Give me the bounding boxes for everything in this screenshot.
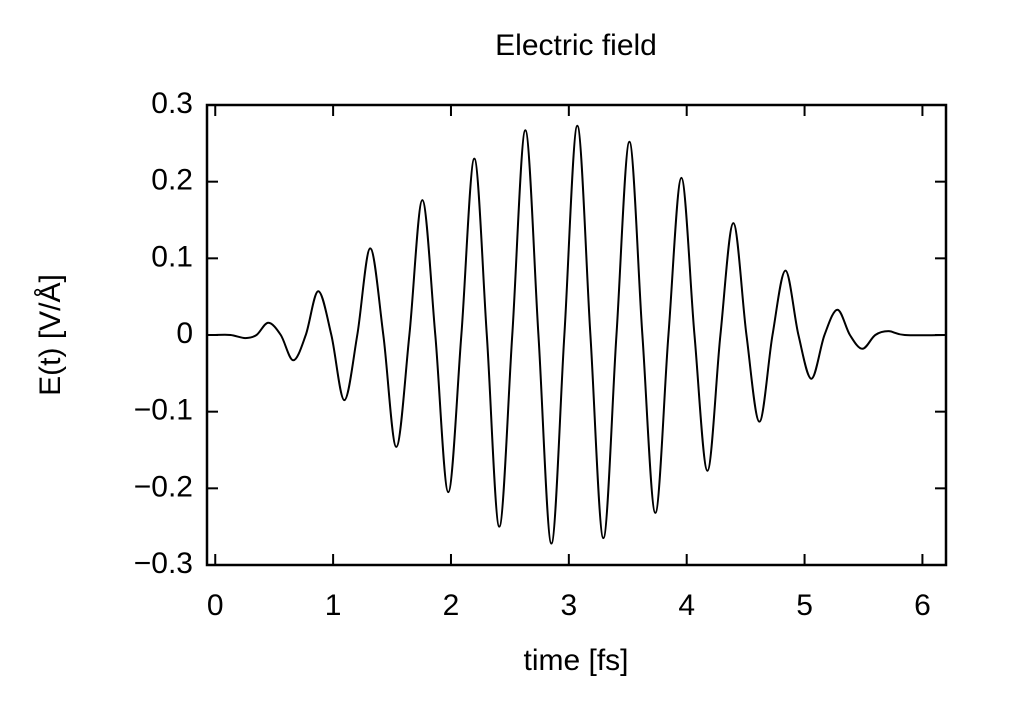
x-tick-label: 3 xyxy=(560,589,577,622)
y-tick-label: 0.1 xyxy=(151,240,193,273)
y-axis-label: E(t) [V/Å] xyxy=(34,274,67,396)
x-tick-label: 0 xyxy=(207,589,224,622)
x-tick-label: 1 xyxy=(325,589,342,622)
line-series xyxy=(215,124,947,545)
x-axis-label: time [fs] xyxy=(523,644,628,677)
y-tick-label: 0.3 xyxy=(151,87,193,120)
plot-frame xyxy=(205,103,948,567)
y-tick-label: 0 xyxy=(176,317,193,350)
y-tick-label: 0.2 xyxy=(151,164,193,197)
x-tick-label: 5 xyxy=(796,589,813,622)
x-tick-label: 6 xyxy=(914,589,931,622)
x-tick-label: 2 xyxy=(443,589,460,622)
y-tick-label: −0.2 xyxy=(134,470,193,503)
y-tick-label: −0.3 xyxy=(134,547,193,580)
chart-title: Electric field xyxy=(495,29,657,62)
y-tick-label: −0.1 xyxy=(134,394,193,427)
x-tick-label: 4 xyxy=(678,589,695,622)
